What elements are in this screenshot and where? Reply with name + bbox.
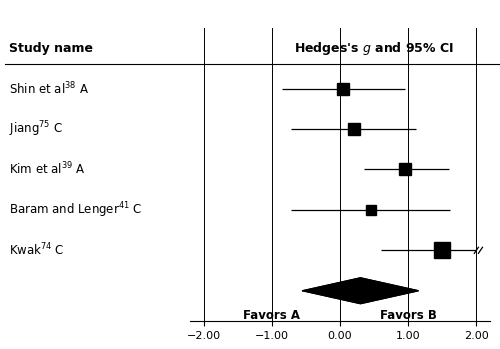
Text: Favors B: Favors B	[380, 309, 436, 322]
Text: Jiang$^{75}$ C: Jiang$^{75}$ C	[8, 119, 62, 139]
Text: Baram and Lenger$^{41}$ C: Baram and Lenger$^{41}$ C	[8, 200, 142, 220]
Text: Study name: Study name	[8, 42, 92, 55]
Polygon shape	[302, 278, 418, 304]
Text: Shin et al$^{38}$ A: Shin et al$^{38}$ A	[8, 80, 88, 97]
Text: Hedges's $\mathit{g}$ and 95% CI: Hedges's $\mathit{g}$ and 95% CI	[294, 40, 454, 57]
Text: Kwak$^{74}$ C: Kwak$^{74}$ C	[8, 242, 64, 259]
Text: Favors A: Favors A	[244, 309, 300, 322]
Text: Kim et al$^{39}$ A: Kim et al$^{39}$ A	[8, 161, 86, 178]
